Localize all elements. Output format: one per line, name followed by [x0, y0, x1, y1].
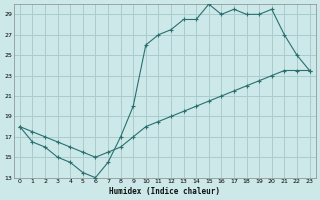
X-axis label: Humidex (Indice chaleur): Humidex (Indice chaleur) — [109, 187, 220, 196]
